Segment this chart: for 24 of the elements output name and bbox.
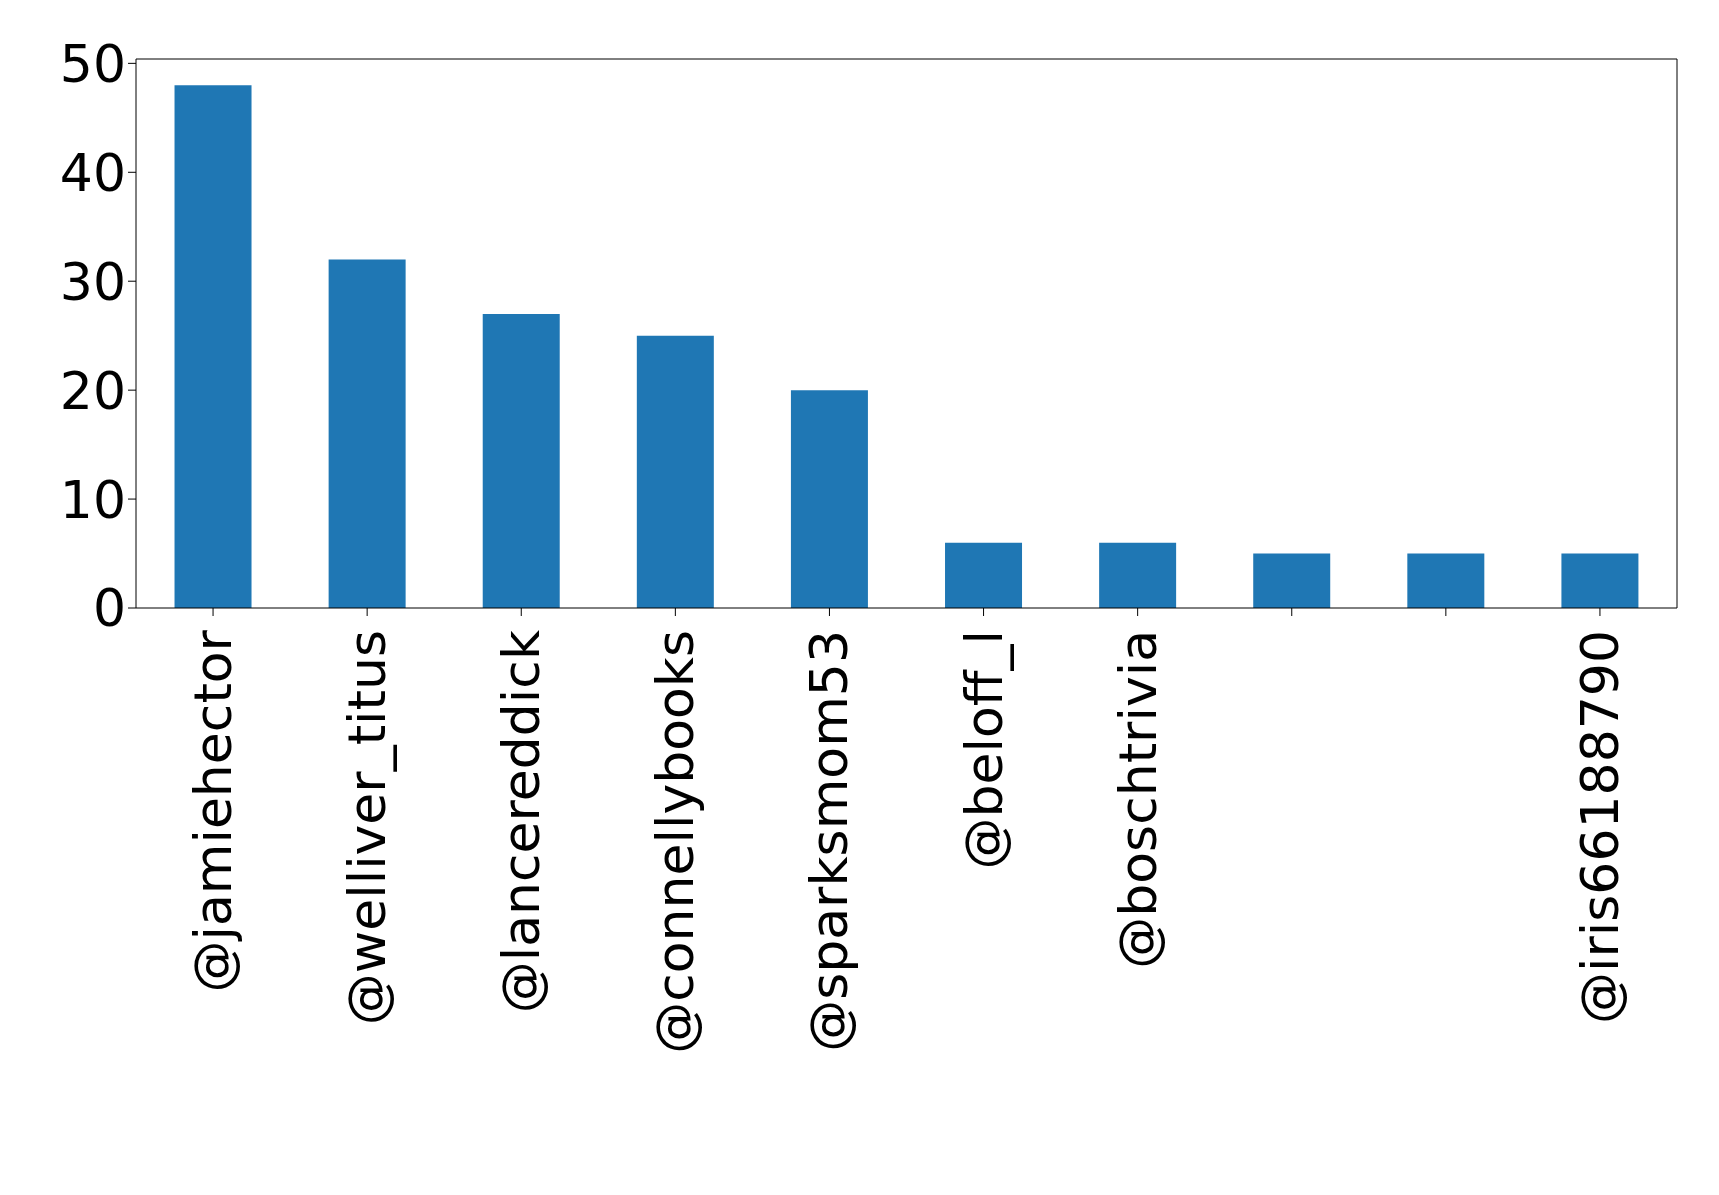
bar <box>1253 553 1331 608</box>
bar <box>945 542 1023 608</box>
y-tick-label: 0 <box>92 578 126 639</box>
bar <box>1099 542 1177 608</box>
bar <box>636 335 714 608</box>
x-tick-label: @sparksmom53 <box>799 630 860 1052</box>
x-tick-label: @connellybooks <box>645 630 706 1054</box>
x-tick-label: @iris66188790 <box>1569 630 1630 1025</box>
bar <box>1407 553 1485 608</box>
x-tick-label: @jamiehector <box>183 629 244 993</box>
x-tick-label: @lancereddick <box>491 630 552 1014</box>
y-tick-label: 20 <box>59 360 126 421</box>
y-tick-label: 30 <box>59 251 126 312</box>
x-tick-label: @welliver_titus <box>337 630 398 1026</box>
bar <box>174 85 252 608</box>
x-tick-label: @boschtrivia <box>1107 630 1168 969</box>
y-tick-label: 40 <box>59 142 126 203</box>
x-tick-label: @beloff_l <box>953 630 1014 870</box>
bar <box>790 390 868 608</box>
y-tick-label: 50 <box>59 33 126 94</box>
bar <box>482 313 560 608</box>
bar <box>328 259 406 608</box>
y-tick-label: 10 <box>59 469 126 530</box>
bar <box>1561 553 1639 608</box>
